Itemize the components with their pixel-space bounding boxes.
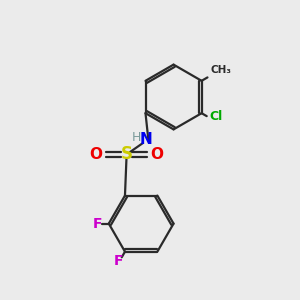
Text: H: H [131, 131, 141, 144]
Text: Cl: Cl [209, 110, 223, 123]
Text: F: F [114, 254, 124, 268]
Text: S: S [120, 146, 132, 164]
Text: N: N [139, 132, 152, 147]
Text: CH₃: CH₃ [210, 65, 231, 75]
Text: O: O [90, 147, 103, 162]
Text: O: O [150, 147, 163, 162]
Text: F: F [93, 217, 102, 231]
